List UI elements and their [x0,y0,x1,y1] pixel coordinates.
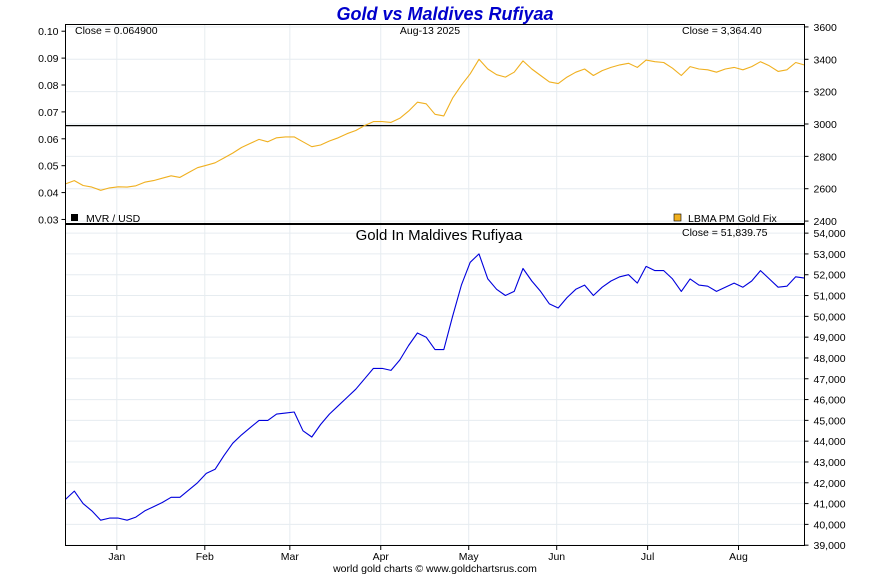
bottom-panel-frame [65,224,805,546]
x-tick-label: Feb [196,551,214,563]
top-right-tick-label: 3600 [814,22,838,34]
bottom-right-tick-label: 54,000 [814,228,846,240]
legend-gold-swatch [673,213,682,222]
bottom-right-tick-label: 39,000 [814,540,846,552]
top-left-tick-label: 0.09 [38,53,59,65]
x-tick-label: Jun [548,551,565,563]
bottom-right-tick-label: 46,000 [814,395,846,407]
x-tick-label: Aug [729,551,748,563]
bottom-right-tick-label: 42,000 [814,478,846,490]
bottom-right-tick-label: 44,000 [814,436,846,448]
x-tick-label: Apr [373,551,390,563]
top-right-tick-label: 2800 [814,151,838,163]
bottom-right-tick-label: 49,000 [814,332,846,344]
top-close-right: Close = 3,364.40 [682,25,762,37]
bottom-close-right: Close = 51,839.75 [682,227,768,239]
top-right-tick-label: 2600 [814,184,838,196]
bottom-right-tick-label: 41,000 [814,499,846,511]
lbma-pm-gold-fix-line [65,58,805,191]
legend-mvr-label: MVR / USD [86,213,141,225]
credit-text: world gold charts © www.goldchartsrus.co… [332,563,537,575]
bottom-right-tick-label: 43,000 [814,457,846,469]
bottom-right-tick-label: 52,000 [814,270,846,282]
axis-layer: Jan Feb Mar Apr May Jun Jul Aug 3600 3400 3200 3000… [38,22,846,563]
top-left-tick-label: 0.05 [38,161,59,173]
top-left-tick-label: 0.07 [38,107,59,119]
x-tick-label: Jul [641,551,654,563]
top-right-tick-label: 3000 [814,119,838,131]
top-close-left: Close = 0.064900 [75,25,158,37]
top-left-tick-label: 0.04 [38,188,59,200]
bottom-right-tick-label: 45,000 [814,415,846,427]
bottom-right-tick-label: 53,000 [814,249,846,261]
bottom-panel-title: Gold In Maldives Rufiyaa [356,227,523,244]
legend-mvr-swatch [71,214,78,221]
x-tick-label: May [459,551,480,563]
chart-title: Gold vs Maldives Rufiyaa [336,4,553,24]
bottom-right-tick-label: 51,000 [814,291,846,303]
top-right-tick-label: 2400 [814,216,838,228]
gold-in-maldives-rufiyaa-line [65,253,805,521]
top-left-tick-label: 0.03 [38,214,59,226]
series-layer [65,58,805,521]
top-left-tick-label: 0.06 [38,134,59,146]
top-right-tick-label: 3400 [814,54,838,66]
bottom-right-tick-label: 48,000 [814,353,846,365]
top-right-tick-label: 3200 [814,87,838,99]
legend-gold-label: LBMA PM Gold Fix [688,213,777,225]
bottom-right-tick-label: 40,000 [814,519,846,531]
x-tick-label: Jan [108,551,125,563]
bottom-right-tick-label: 47,000 [814,374,846,386]
x-tick-label: Mar [281,551,300,563]
top-left-tick-label: 0.10 [38,26,59,38]
date-label: Aug-13 2025 [400,25,460,37]
top-left-tick-label: 0.08 [38,80,59,92]
bottom-right-tick-label: 50,000 [814,311,846,323]
